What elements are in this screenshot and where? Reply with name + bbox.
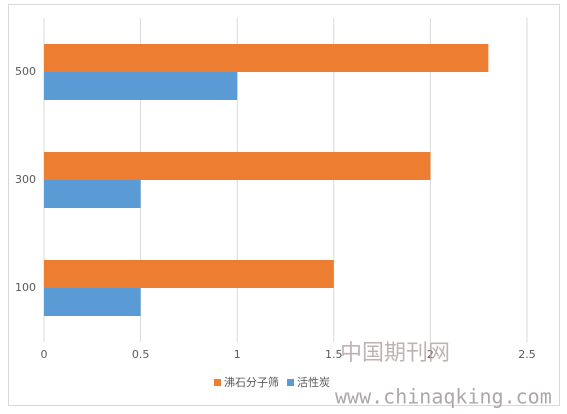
y-tick-label: 300 <box>15 173 36 186</box>
x-tick-label: 0 <box>41 348 48 361</box>
x-tick-label: 1.5 <box>325 348 343 361</box>
legend-swatch <box>214 379 221 386</box>
x-tick-label: 2.5 <box>518 348 536 361</box>
bar <box>44 152 431 180</box>
legend-label: 活性炭 <box>297 375 330 389</box>
legend-swatch <box>287 379 294 386</box>
bar <box>44 260 334 288</box>
watermark-url: www.chinaqking.com <box>335 385 552 409</box>
bar <box>44 180 141 208</box>
x-tick-label: 1 <box>234 348 241 361</box>
watermark-text: 中国期刊网 <box>340 341 450 366</box>
bar <box>44 72 238 100</box>
y-tick-label: 500 <box>15 65 36 78</box>
x-tick-label: 2 <box>427 348 434 361</box>
bar <box>44 288 141 316</box>
legend-label: 沸石分子筛 <box>224 375 279 389</box>
y-tick-label: 100 <box>15 281 36 294</box>
bar <box>44 44 489 72</box>
x-tick-label: 0.5 <box>132 348 150 361</box>
